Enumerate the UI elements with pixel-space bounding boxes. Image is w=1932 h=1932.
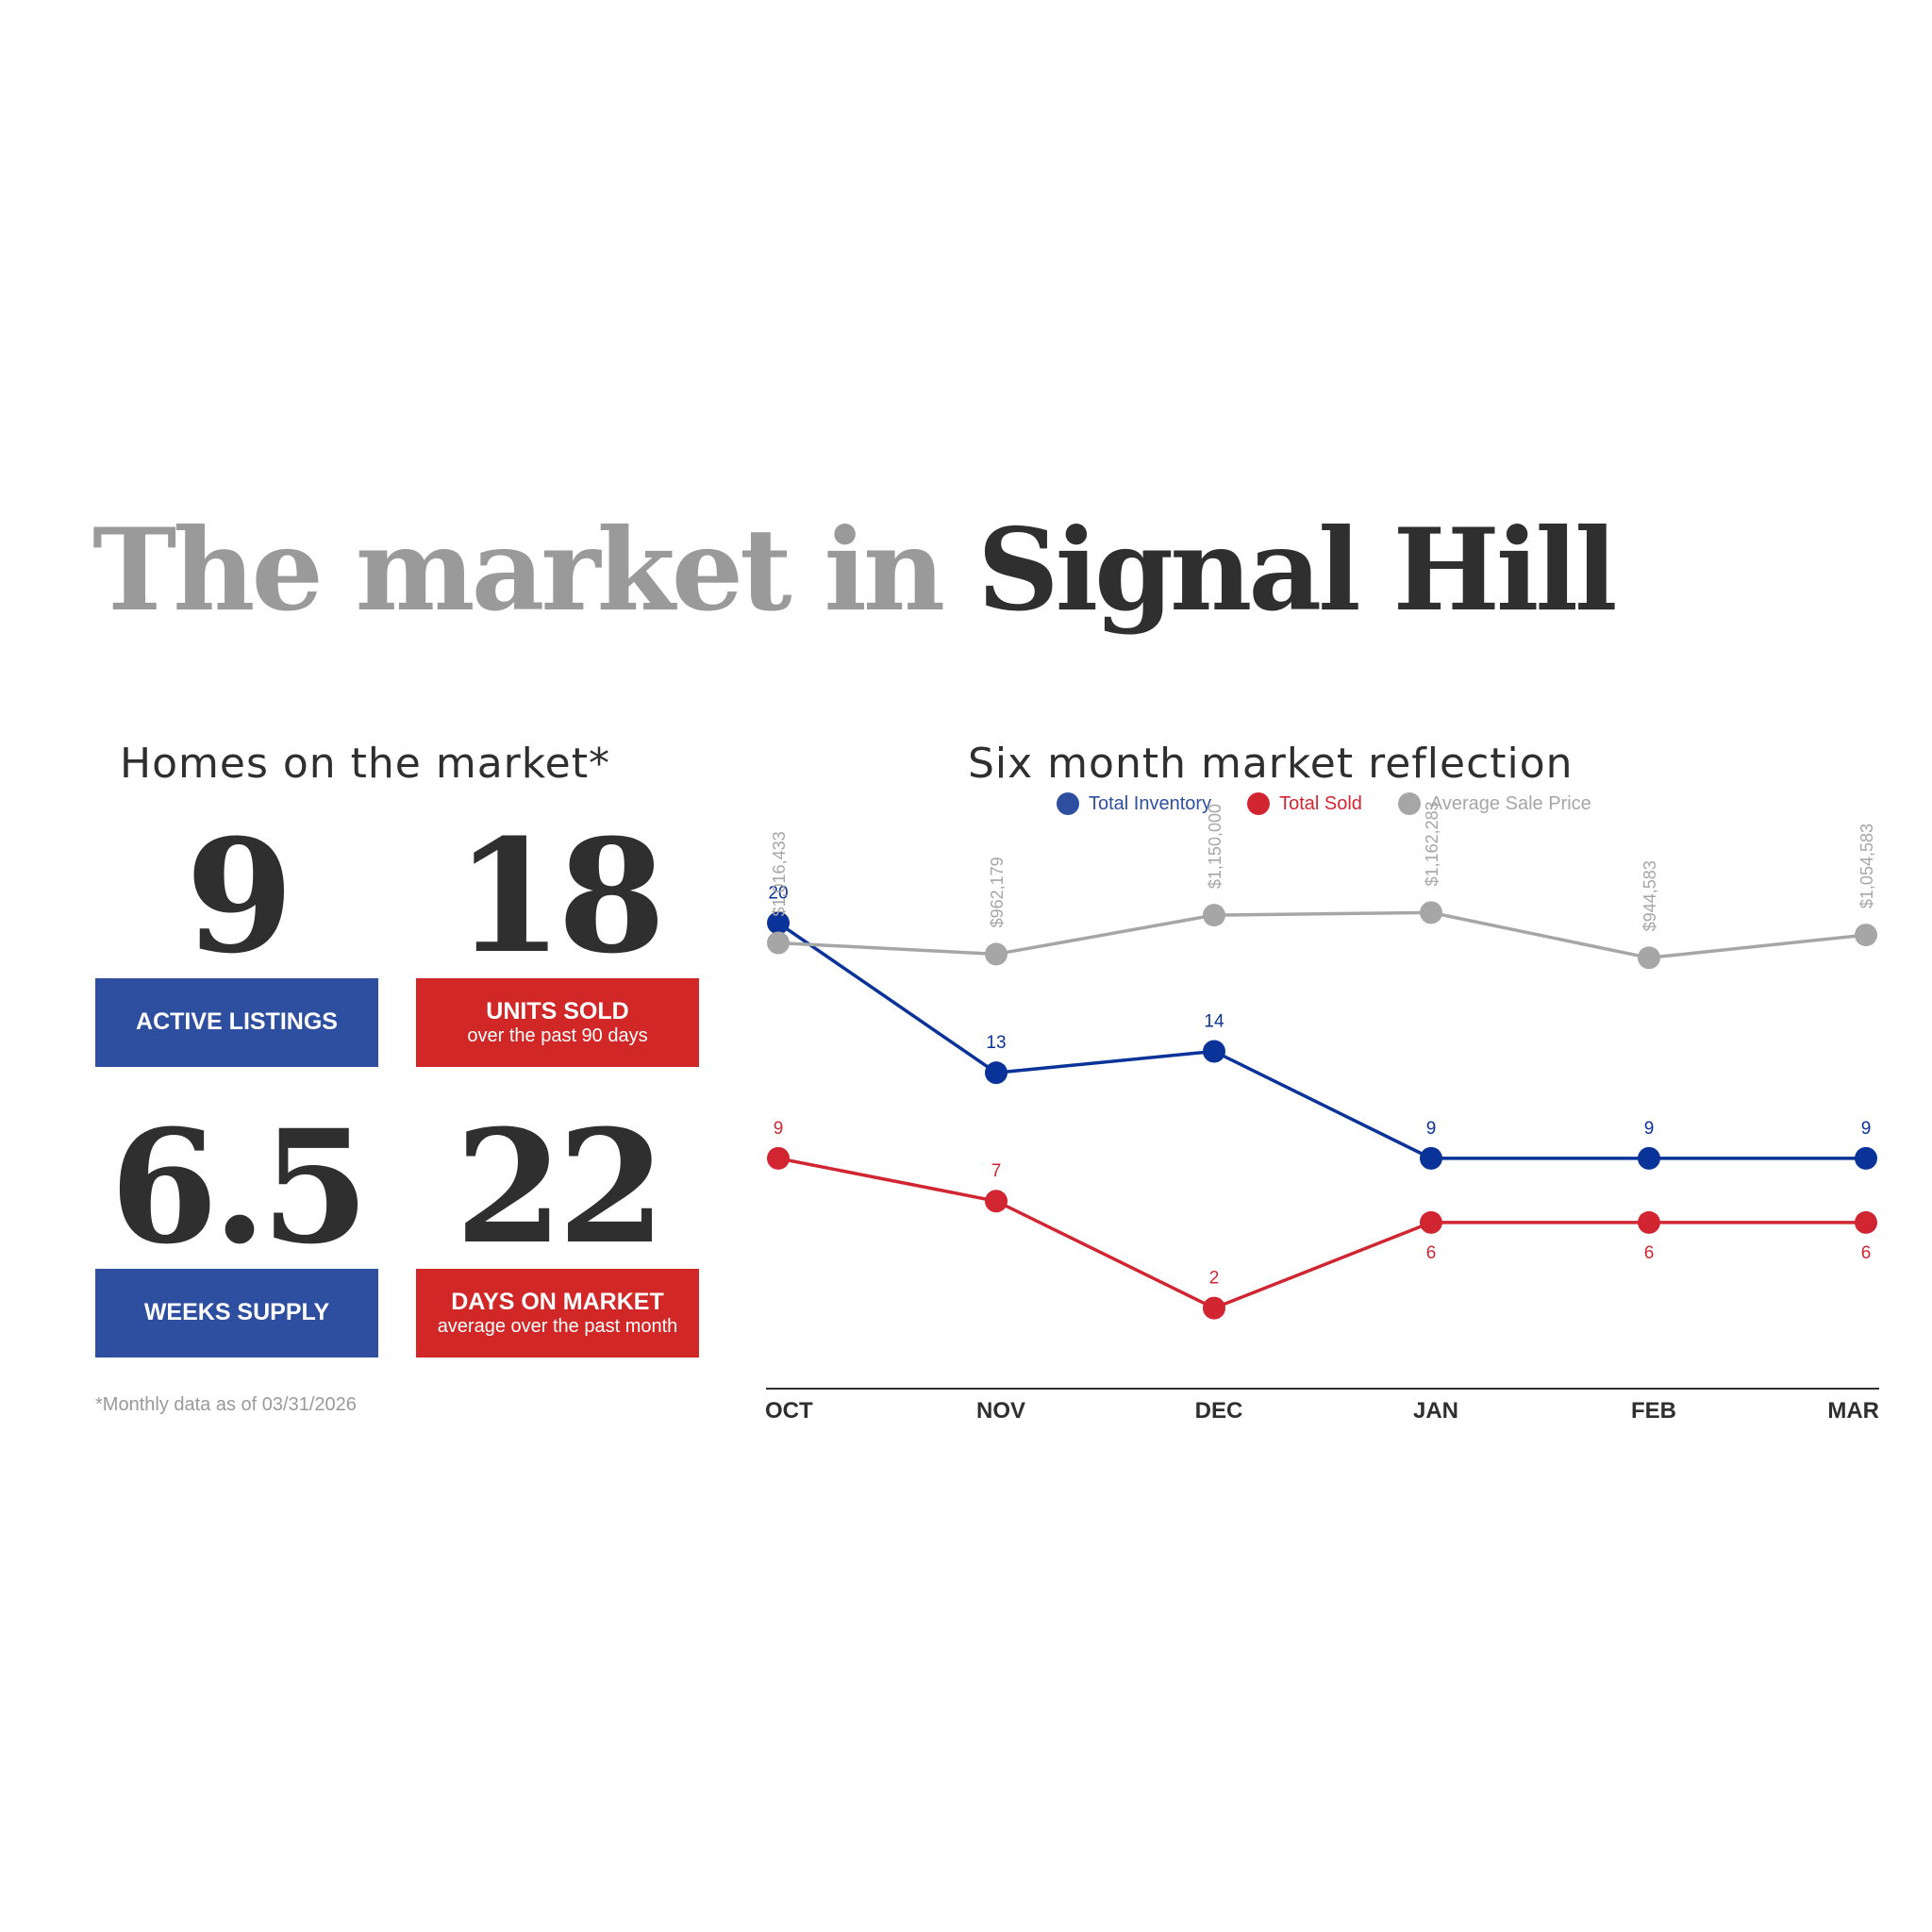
average-sale-price-point [1638, 946, 1660, 970]
data-label: $1,016,433 [770, 831, 789, 916]
data-label: $1,054,583 [1857, 824, 1876, 908]
legend-item-total-sold: Total Sold [1247, 792, 1362, 815]
days-on-market-box: DAYS ON MARKET average over the past mon… [416, 1269, 699, 1357]
days-on-market-label: DAYS ON MARKET [451, 1289, 664, 1316]
active-listings-label: ACTIVE LISTINGS [136, 1008, 338, 1036]
data-label: 20 [768, 883, 788, 903]
total-inventory-line [777, 921, 1866, 1160]
total-sold-point [1638, 1210, 1660, 1234]
weeks-supply-label: WEEKS SUPPLY [143, 1299, 330, 1326]
data-label: 9 [1644, 1119, 1655, 1139]
days-on-market-value: 22 [455, 1095, 666, 1278]
title-part-1: The market in [92, 504, 945, 637]
average-sale-price-line [777, 910, 1867, 960]
data-label: 6 [1644, 1243, 1655, 1263]
data-label: 2 [1209, 1269, 1220, 1289]
data-label: 14 [1204, 1011, 1224, 1031]
active-listings-value: 9 [185, 805, 294, 988]
legend-item-total-inventory: Total Inventory [1057, 792, 1211, 815]
chart-title: Six month market reflection [968, 740, 1574, 788]
x-tick-label: FEB [1631, 1398, 1676, 1424]
page-title: The market in Signal Hill [92, 514, 1618, 627]
average-sale-price-point [1203, 904, 1225, 927]
legend-label-total-inventory: Total Inventory [1089, 792, 1212, 814]
units-sold-value: 18 [455, 805, 666, 988]
data-label: 9 [774, 1119, 784, 1139]
data-label: $962,179 [988, 857, 1007, 927]
average-sale-price-point [767, 931, 790, 955]
average-sale-price-point [1420, 901, 1442, 924]
x-tick-label: DEC [1195, 1398, 1243, 1424]
x-tick-label: OCT [765, 1398, 813, 1424]
average-sale-price-point [985, 942, 1008, 966]
data-label: $944,583 [1641, 860, 1659, 931]
units-sold-sublabel: over the past 90 days [467, 1024, 648, 1046]
legend-label-total-sold: Total Sold [1279, 792, 1362, 814]
units-sold-box: UNITS SOLD over the past 90 days [416, 978, 699, 1067]
legend-swatch-gray [1397, 792, 1421, 815]
average-sale-price-point [1855, 924, 1877, 947]
data-label: 6 [1861, 1243, 1872, 1263]
title-part-2: Signal Hill [976, 504, 1618, 637]
homes-heading: Homes on the market* [120, 740, 610, 788]
total-sold-point [1855, 1210, 1877, 1234]
data-label: 7 [991, 1161, 1002, 1181]
x-tick-label: MAR [1827, 1398, 1879, 1424]
total-inventory-point [985, 1061, 1008, 1085]
total-inventory-point [1638, 1146, 1660, 1170]
total-inventory-point [767, 911, 790, 935]
legend-label-average-sale-price: Average Sale Price [1429, 792, 1591, 814]
chart-legend: Total Inventory Total Sold Average Sale … [1057, 791, 1591, 817]
units-sold-label: UNITS SOLD [486, 998, 629, 1025]
data-label: 9 [1426, 1119, 1437, 1139]
days-on-market-sublabel: average over the past month [437, 1315, 678, 1337]
data-label: $1,162,283 [1423, 801, 1441, 886]
x-tick-label: NOV [976, 1398, 1025, 1424]
data-label: 6 [1426, 1243, 1437, 1263]
active-listings-box: ACTIVE LISTINGS [95, 978, 378, 1067]
total-sold-point [1203, 1296, 1225, 1320]
total-inventory-point [1203, 1040, 1225, 1063]
legend-item-average-sale-price: Average Sale Price [1397, 792, 1591, 815]
total-inventory-point [1420, 1146, 1442, 1170]
total-inventory-point [1855, 1146, 1877, 1170]
data-label: 13 [986, 1033, 1006, 1053]
total-sold-point [1420, 1210, 1442, 1234]
legend-swatch-red [1247, 792, 1271, 815]
data-label: 9 [1861, 1119, 1872, 1139]
total-sold-point [767, 1146, 790, 1170]
data-label: $1,150,000 [1206, 804, 1224, 889]
total-sold-line [777, 1157, 1866, 1310]
weeks-supply-box: WEEKS SUPPLY [95, 1269, 378, 1357]
x-tick-label: JAN [1413, 1398, 1458, 1424]
footnote: *Monthly data as of 03/31/2026 [95, 1394, 357, 1415]
total-sold-point [985, 1190, 1008, 1213]
weeks-supply-value: 6.5 [109, 1095, 369, 1278]
legend-swatch-blue [1057, 792, 1079, 815]
